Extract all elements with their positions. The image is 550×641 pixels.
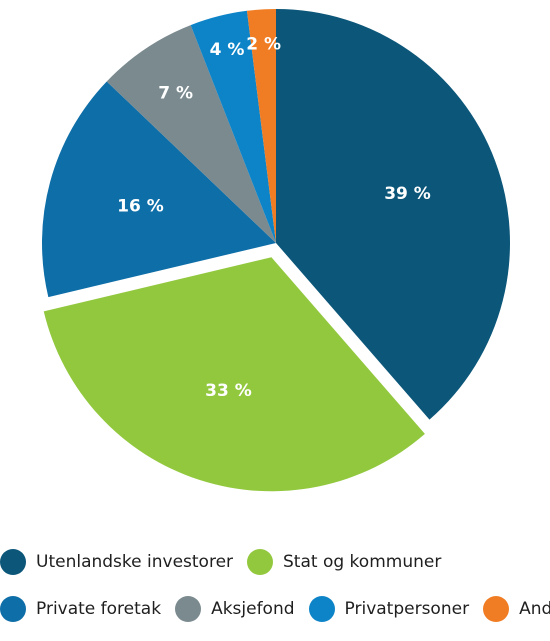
legend-swatch bbox=[0, 549, 26, 575]
pie-slice-utenlandske-investorer bbox=[276, 9, 511, 420]
legend-label: Andre bbox=[519, 599, 550, 619]
legend: Utenlandske investorer Stat og kommuner … bbox=[0, 547, 550, 641]
legend-item-privatpersoner: Privatpersoner bbox=[308, 596, 470, 622]
legend-row: Utenlandske investorer Stat og kommuner bbox=[0, 547, 550, 577]
legend-swatch bbox=[0, 596, 26, 622]
legend-swatch bbox=[175, 596, 202, 622]
pie-slice-label: 2 % bbox=[246, 34, 281, 54]
legend-swatch bbox=[247, 549, 274, 575]
pie-slice-stat-og-kommuner bbox=[43, 257, 425, 492]
pie-slice-label: 4 % bbox=[210, 40, 245, 60]
legend-row: Private foretak Aksjefond Privatpersoner… bbox=[0, 594, 550, 624]
legend-item-andre: Andre bbox=[483, 596, 550, 622]
legend-label: Privatpersoner bbox=[344, 599, 470, 619]
legend-item-aksjefond: Aksjefond bbox=[175, 596, 295, 622]
pie-slice-privatpersoner bbox=[190, 10, 276, 243]
legend-label: Utenlandske investorer bbox=[36, 552, 234, 572]
pie-slice-private-foretak bbox=[42, 81, 277, 298]
legend-label: Stat og kommuner bbox=[283, 552, 442, 572]
legend-swatch bbox=[483, 596, 510, 622]
pie-slice-aksjefond bbox=[106, 25, 277, 243]
legend-item-utenlandske-investorer: Utenlandske investorer bbox=[0, 549, 233, 575]
legend-item-private-foretak: Private foretak bbox=[0, 596, 161, 622]
pie-slice-label: 39 % bbox=[384, 184, 431, 204]
pie-slice-label: 33 % bbox=[205, 381, 252, 401]
pie-slice-andre bbox=[246, 9, 276, 243]
legend-swatch bbox=[308, 596, 335, 622]
legend-label: Aksjefond bbox=[211, 599, 295, 619]
pie-slice-label: 16 % bbox=[117, 196, 164, 216]
legend-item-stat-og-kommuner: Stat og kommuner bbox=[247, 549, 441, 575]
pie-chart: 39 % 33 % 16 % 7 % 4 % 2 % bbox=[42, 9, 511, 492]
pie-slice-label: 7 % bbox=[158, 83, 193, 103]
legend-label: Private foretak bbox=[36, 599, 162, 619]
